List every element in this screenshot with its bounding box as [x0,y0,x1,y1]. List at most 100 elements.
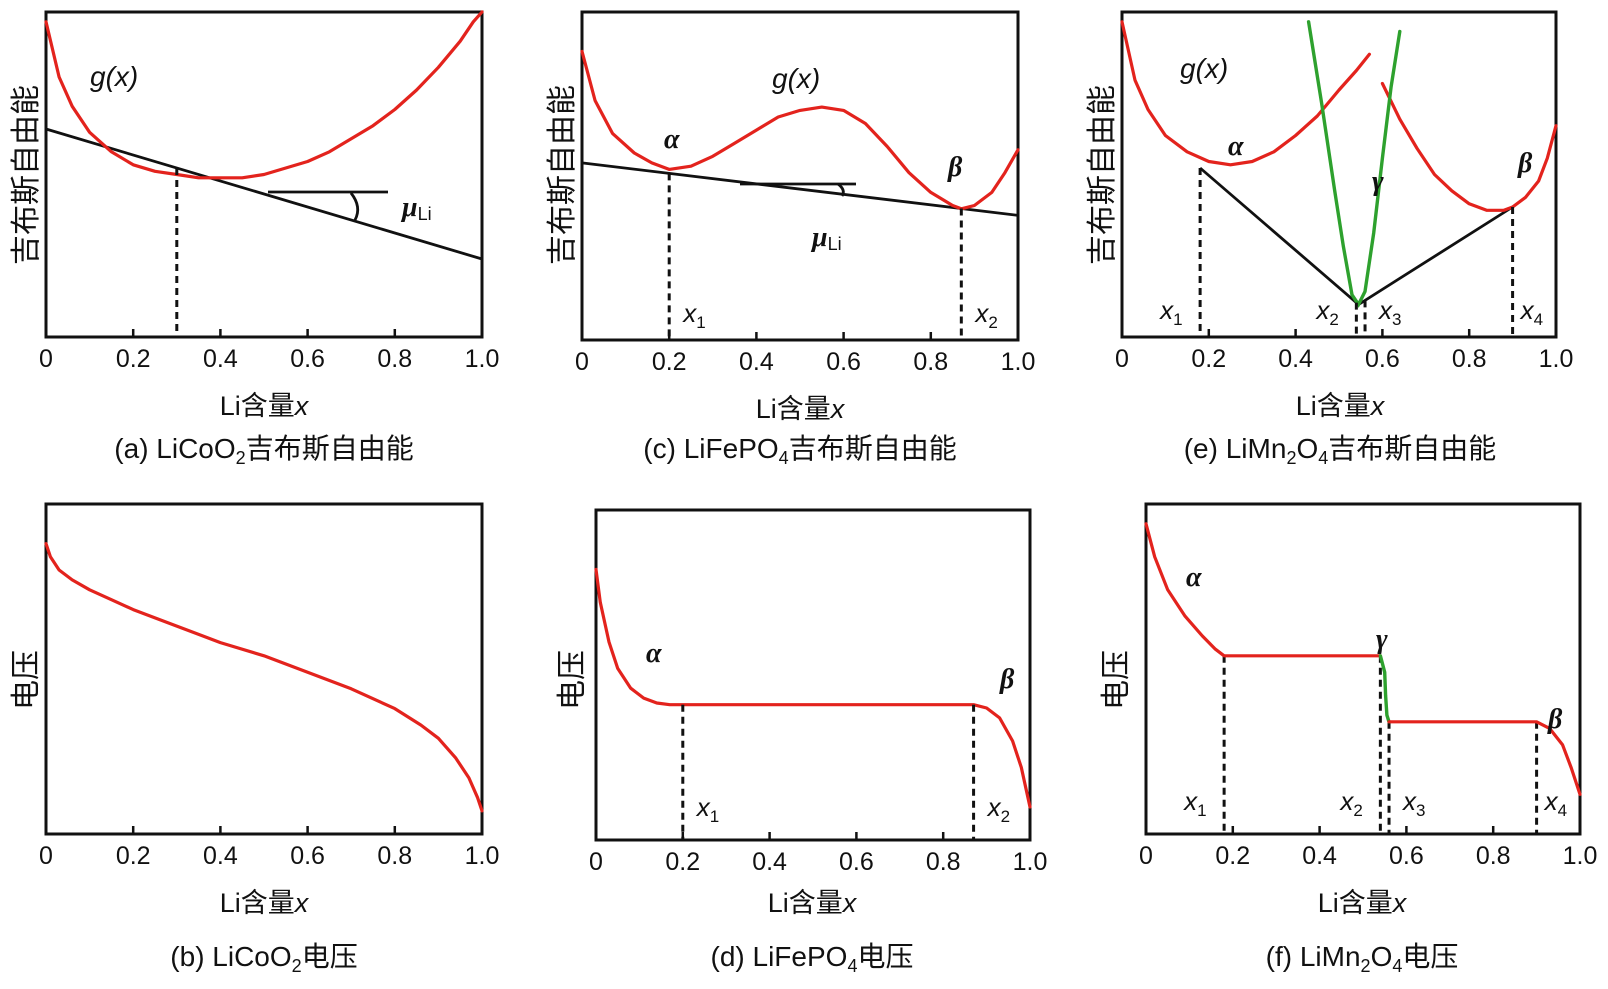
panel-c-caption: (c) LiFePO4吉布斯自由能 [643,433,956,468]
panel-f-marker-sub-1: 1 [1197,801,1206,820]
panel-c-marker-sub-2: 2 [988,313,997,332]
panel-f-xlabel-var: x [1391,888,1408,918]
panel-d: 0 0.2 0.4 0.6 0.8 1.0 α β x1 x2 电压 Li含量x (d) L… [556,508,1048,976]
panel-f-marker-var-2: x [1338,786,1354,816]
panel-d-marker-var-1: x [695,792,711,822]
panel-a-gibbs-curve [44,10,484,180]
panel-f-beta-label: β [1547,704,1563,735]
panel-c-xlabel-main: Li含量 [756,394,831,424]
panel-f-gamma-label: γ [1376,624,1388,655]
panel-d-alpha-label: α [646,638,662,669]
panel-d-frame [594,508,1032,842]
panel-c-marker-label-1: x1 [681,298,705,332]
panel-f-tick-label-3: 0.6 [1389,842,1424,870]
panel-b-xlabel-var: x [293,888,310,918]
panel-b-xlabel-main: Li含量 [220,888,295,918]
panel-f-ylabel: 电压 [1100,650,1133,710]
panel-f-voltage-gamma-segment [1378,654,1391,724]
panel-e-marker-sub-1: 1 [1173,310,1182,329]
panel-b-caption: (b) LiCoO2电压 [170,941,357,976]
panel-d-tick-label-2: 0.4 [752,848,787,876]
panel-d-marker-label-2: x2 [986,792,1010,826]
panel-d-caption-suffix: 电压 [857,941,913,972]
panel-e-tick-label-3: 0.6 [1365,345,1400,373]
panel-a-tick-label-5: 1.0 [465,345,500,373]
panel-f-frame [1144,502,1582,836]
panel-a-mu-symbol: μ [400,192,418,223]
panel-b-caption-sub: 2 [292,956,302,976]
panel-a-caption-suffix: 吉布斯自由能 [246,433,414,464]
panel-c-mu-subscript: Li [828,234,842,254]
panel-d-marker-sub-1: 1 [710,807,719,826]
panel-b-tick-label-0: 0 [39,842,53,870]
panel-f-marker-var-1: x [1182,786,1198,816]
panel-e-tick-label-5: 1.0 [1539,345,1574,373]
panel-c-marker-var-2: x [973,298,989,328]
panel-c: 0 0.2 0.4 0.6 0.8 1.0 g(x) α β μLi x1 x2 吉布斯自由… [546,10,1035,468]
panel-e-gamma-curve [1306,20,1402,308]
panel-a-tick-label-3: 0.6 [290,345,325,373]
panel-d-marker-label-1: x1 [695,792,719,826]
panel-c-frame [580,10,1020,342]
panel-e-caption-formula: LiMn [1226,433,1287,464]
panel-f-voltage-alpha-segment [1144,522,1382,658]
panel-c-gibbs-curve [580,49,1020,211]
panel-e-frame [1120,10,1558,339]
panel-f-tick-label-0: 0 [1139,842,1153,870]
panel-a-caption-tag: (a) [114,433,156,464]
panel-e-alpha-curve [1120,20,1371,167]
panel-d-marker-sub-2: 2 [1001,807,1010,826]
panel-f-marker-var-3: x [1401,786,1417,816]
panel-d-tick-label-4: 0.8 [926,848,961,876]
panel-b-caption-suffix: 电压 [302,941,358,972]
panel-e-caption-suffix: 吉布斯自由能 [1328,433,1496,464]
panel-e-marker-var-3: x [1377,295,1393,325]
panel-f-alpha-label: α [1186,562,1202,593]
panel-d-tick-label-5: 1.0 [1013,848,1048,876]
panel-c-tick-label-2: 0.4 [739,348,774,376]
panel-c-alpha-label: α [664,124,680,155]
panel-f-tick-label-4: 0.8 [1476,842,1511,870]
panel-b-tick-label-3: 0.6 [290,842,325,870]
panel-b: 0 0.2 0.4 0.6 0.8 1.0 电压 Li含量x (b) LiCoO2电压 [10,502,499,976]
panel-b-tick-label-4: 0.8 [377,842,412,870]
panel-d-marker-var-2: x [986,792,1002,822]
panel-f-caption: (f) LiMn2O4电压 [1266,941,1459,976]
panel-c-caption-suffix: 吉布斯自由能 [789,433,957,464]
panel-e: 0 0.2 0.4 0.6 0.8 1.0 g(x) α γ β x1 x2 x3 x4 吉布斯… [1086,10,1574,468]
panel-a-tick-label-4: 0.8 [377,345,412,373]
panel-e-marker-label-4: x4 [1519,295,1543,329]
panel-e-marker-var-2: x [1314,295,1330,325]
panel-c-tick-label-0: 0 [575,348,589,376]
panel-c-tick-label-4: 0.8 [913,348,948,376]
panel-e-marker-sub-3: 3 [1392,310,1401,329]
panel-b-tick-label-1: 0.2 [116,842,151,870]
panel-e-marker-label-1: x1 [1158,295,1182,329]
panel-b-voltage-curve [44,542,484,813]
panel-a-tick-label-2: 0.4 [203,345,238,373]
panel-d-beta-label: β [999,664,1015,695]
panel-e-beta-curve [1380,81,1558,212]
panel-a-xlabel: Li含量x [220,391,310,421]
panel-f-marker-var-4: x [1543,786,1559,816]
panel-f: 0 0.2 0.4 0.6 0.8 1.0 α γ β x1 x2 x3 x4 电压 Li含量x… [1100,502,1597,976]
panel-c-marker-var-1: x [681,298,697,328]
panel-f-caption-formula: LiMn [1300,941,1361,972]
panel-e-caption-sub2: 4 [1318,448,1328,468]
panel-a-caption-formula: LiCoO [156,433,235,464]
panel-f-marker-sub-2: 2 [1353,801,1362,820]
panel-e-caption-sub: 2 [1286,448,1296,468]
panel-a-tick-label-0: 0 [39,345,53,373]
panel-b-caption-formula: LiCoO [212,941,291,972]
panel-f-tick-label-2: 0.4 [1302,842,1337,870]
panel-a-slope-angle-arc [349,192,360,221]
panel-f-caption-sub: 2 [1361,956,1371,976]
panel-e-tick-label-1: 0.2 [1191,345,1226,373]
panel-b-xlabel: Li含量x [220,888,310,918]
panel-f-marker-label-3: x3 [1401,786,1425,820]
panel-f-caption-sub2: 4 [1392,956,1402,976]
panel-f-caption-mid: O [1371,941,1393,972]
panel-e-common-tangents [1199,166,1514,307]
panel-c-caption-tag: (c) [643,433,683,464]
